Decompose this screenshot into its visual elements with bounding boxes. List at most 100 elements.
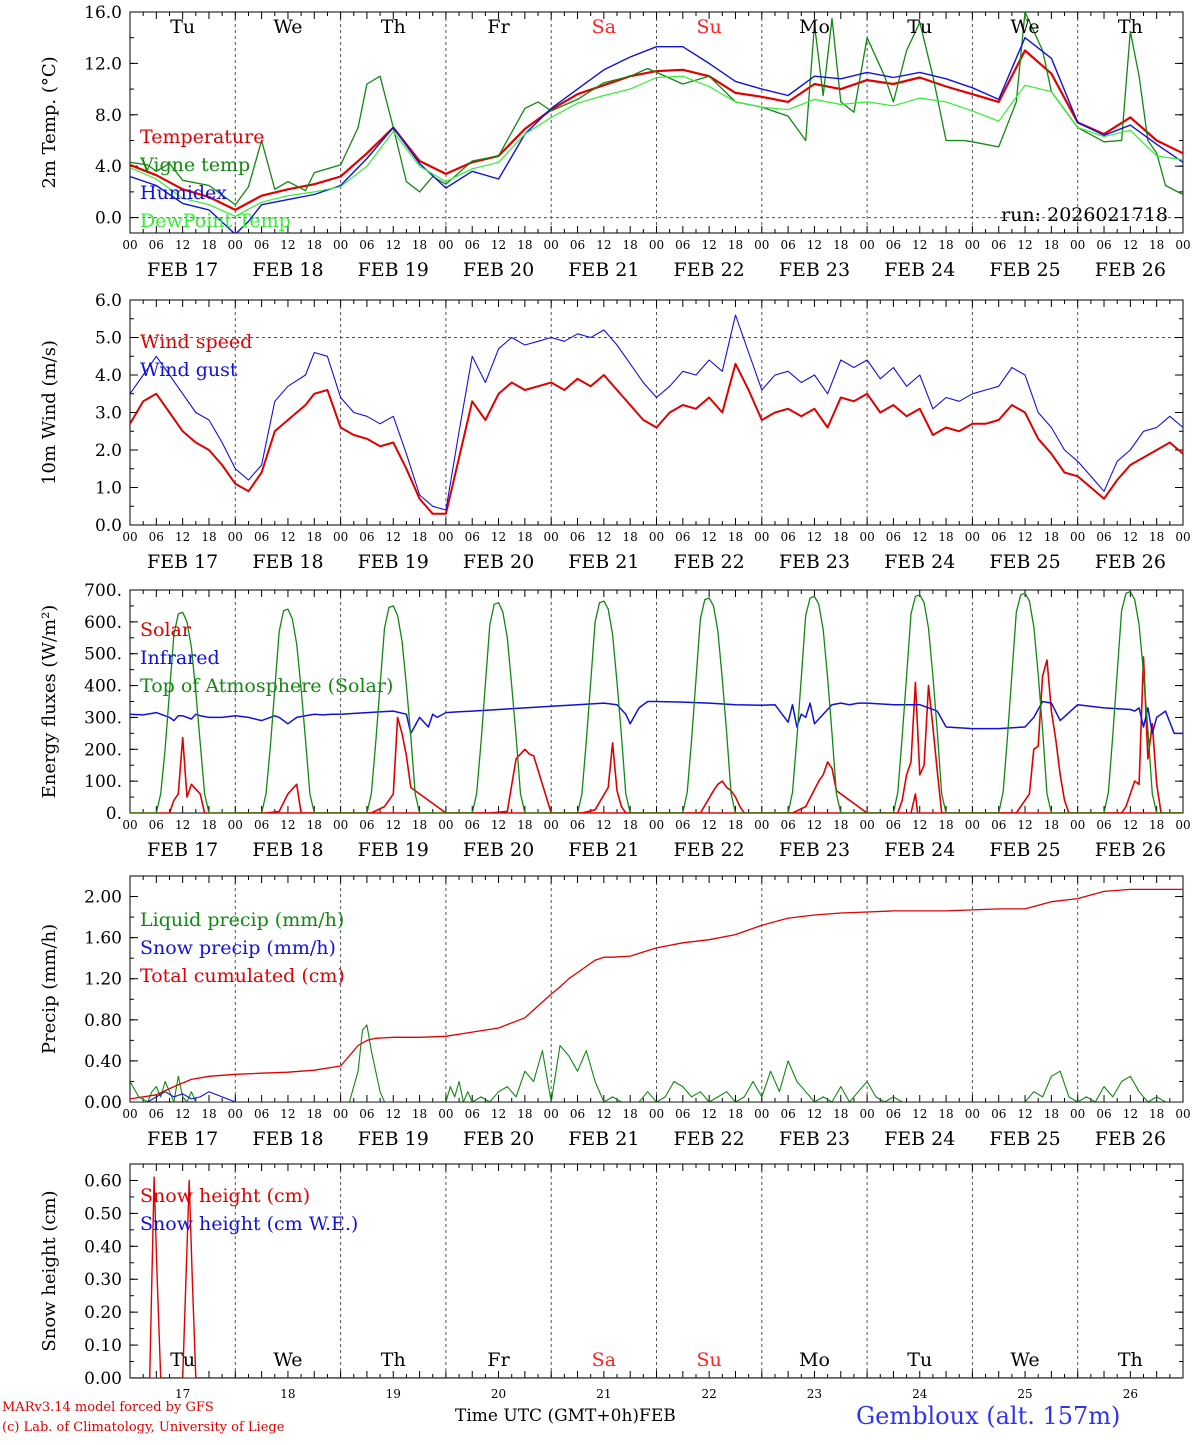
date-label: FEB 25: [989, 839, 1060, 861]
day-number-label: 26: [1123, 1387, 1138, 1401]
hour-tick-label: 12: [912, 1107, 927, 1121]
date-label: FEB 21: [568, 1128, 639, 1150]
hour-tick-label: 12: [386, 1107, 401, 1121]
date-label: FEB 22: [674, 1128, 745, 1150]
y-tick-label: 0.00: [84, 1369, 122, 1389]
date-label: FEB 17: [147, 1128, 218, 1150]
hour-tick-label: 00: [333, 1107, 348, 1121]
date-label: FEB 26: [1095, 1128, 1166, 1150]
hour-tick-label: 00: [1070, 238, 1085, 252]
hour-tick-label: 00: [1070, 1107, 1085, 1121]
hour-tick-label: 00: [438, 530, 453, 544]
date-label: FEB 20: [463, 839, 534, 861]
y-tick-label: 0.0: [95, 209, 122, 229]
y-tick-label: 3.0: [95, 404, 122, 424]
hour-tick-label: 00: [333, 818, 348, 832]
location-label: Gembloux (alt. 157m): [856, 1402, 1121, 1430]
date-label: FEB 23: [779, 551, 850, 573]
hour-tick-label: 12: [912, 818, 927, 832]
hour-tick-label: 06: [780, 1107, 795, 1121]
hour-tick-label: 18: [1044, 818, 1059, 832]
day-letter: Th: [1118, 1349, 1143, 1371]
legend-entry: Wind speed: [140, 331, 252, 353]
series-line: [130, 1176, 1183, 1378]
date-label: FEB 21: [568, 839, 639, 861]
hour-tick-label: 06: [570, 238, 585, 252]
hour-tick-label: 12: [280, 1107, 295, 1121]
hour-tick-label: 12: [807, 1107, 822, 1121]
hour-tick-label: 12: [386, 238, 401, 252]
day-letter: Th: [1118, 16, 1143, 38]
hour-tick-label: 12: [596, 530, 611, 544]
hour-tick-label: 12: [807, 818, 822, 832]
hour-tick-label: 06: [675, 818, 690, 832]
hour-tick-label: 06: [465, 238, 480, 252]
hour-tick-label: 12: [175, 530, 190, 544]
xaxis-label: Time UTC (GMT+0h): [455, 1406, 640, 1426]
hour-tick-label: 00: [859, 1107, 874, 1121]
hour-tick-label: 06: [570, 818, 585, 832]
date-label: FEB 19: [358, 839, 429, 861]
hour-tick-label: 06: [149, 1107, 164, 1121]
y-tick-label: 0.40: [84, 1237, 122, 1257]
legend-entry: Snow precip (mm/h): [140, 937, 336, 959]
hour-tick-label: 18: [517, 818, 532, 832]
hour-tick-label: 06: [886, 530, 901, 544]
hour-tick-label: 18: [833, 818, 848, 832]
hour-tick-label: 18: [938, 1107, 953, 1121]
series-line: [130, 590, 1183, 813]
hour-tick-label: 00: [649, 530, 664, 544]
hour-tick-label: 12: [491, 238, 506, 252]
hour-tick-label: 12: [491, 530, 506, 544]
date-label: FEB 23: [779, 839, 850, 861]
hour-tick-label: 12: [702, 1107, 717, 1121]
hour-tick-label: 18: [201, 238, 216, 252]
day-letter: We: [1010, 1349, 1039, 1371]
y-tick-label: 1.0: [95, 479, 122, 499]
y-tick-label: 6.0: [95, 291, 122, 311]
hour-tick-label: 12: [596, 238, 611, 252]
hour-tick-label: 00: [1175, 530, 1190, 544]
hour-tick-label: 06: [991, 238, 1006, 252]
day-letter: Mo: [799, 16, 830, 38]
hour-tick-label: 18: [412, 238, 427, 252]
hour-tick-label: 06: [1096, 1107, 1111, 1121]
hour-tick-label: 00: [438, 1107, 453, 1121]
legend-entry: Liquid precip (mm/h): [140, 909, 344, 931]
hour-tick-label: 00: [1175, 238, 1190, 252]
hour-tick-label: 06: [780, 530, 795, 544]
series-line: [130, 37, 1183, 233]
hour-tick-label: 06: [254, 818, 269, 832]
date-label: FEB 18: [252, 839, 323, 861]
hour-tick-label: 00: [544, 238, 559, 252]
day-letter: Su: [697, 1349, 722, 1371]
y-tick-label: 0.40: [84, 1052, 122, 1072]
hour-tick-label: 18: [1149, 238, 1164, 252]
hour-tick-label: 00: [859, 818, 874, 832]
day-letter: Su: [697, 16, 722, 38]
hour-tick-label: 18: [623, 238, 638, 252]
y-axis-label: Snow height (cm): [39, 1190, 60, 1351]
hour-tick-label: 06: [465, 818, 480, 832]
hour-tick-label: 06: [991, 1107, 1006, 1121]
hour-tick-label: 06: [991, 530, 1006, 544]
hour-tick-label: 00: [965, 818, 980, 832]
hour-tick-label: 00: [333, 530, 348, 544]
hour-tick-label: 06: [886, 238, 901, 252]
hour-tick-label: 18: [728, 530, 743, 544]
hour-tick-label: 12: [175, 818, 190, 832]
day-letter: Fr: [487, 1349, 510, 1371]
hour-tick-label: 00: [122, 1107, 137, 1121]
day-number-label: 21: [596, 1387, 611, 1401]
day-number-label: 20: [491, 1387, 506, 1401]
hour-tick-label: 12: [491, 818, 506, 832]
hour-tick-label: 12: [386, 530, 401, 544]
hour-tick-label: 12: [1017, 530, 1032, 544]
hour-tick-label: 06: [570, 530, 585, 544]
lab-credit: (c) Lab. of Climatology, University of L…: [2, 1420, 285, 1435]
hour-tick-label: 18: [833, 530, 848, 544]
hour-tick-label: 00: [649, 238, 664, 252]
date-label: FEB 19: [358, 1128, 429, 1150]
y-tick-label: 4.0: [95, 366, 122, 386]
hour-tick-label: 06: [359, 818, 374, 832]
